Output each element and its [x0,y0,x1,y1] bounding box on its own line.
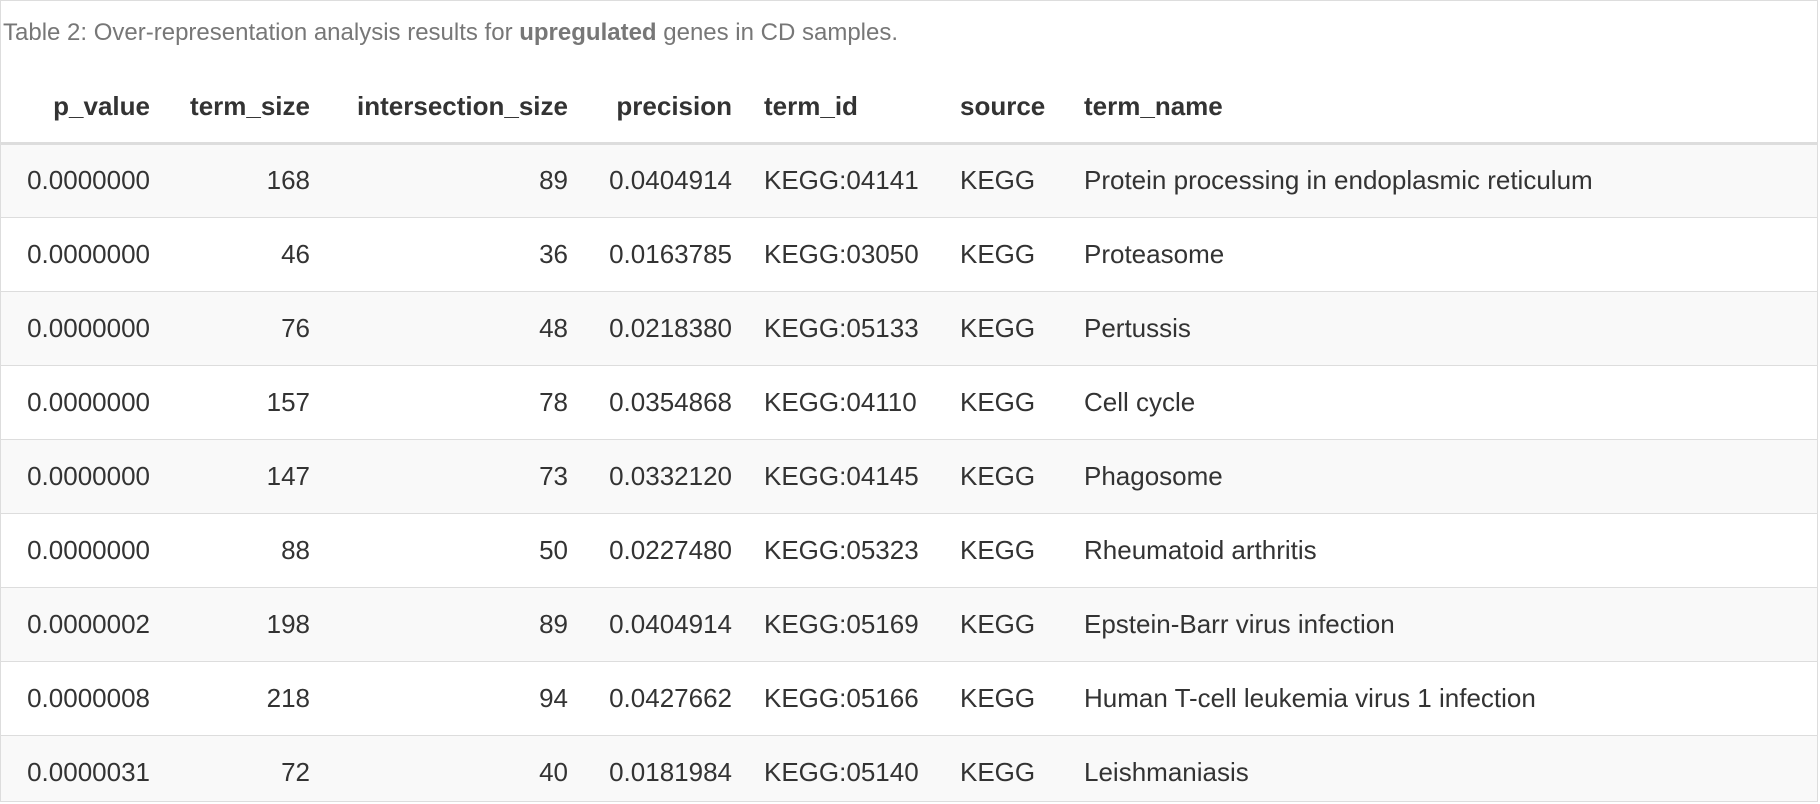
table-row: 0.0000000 88 50 0.0227480 KEGG:05323 KEG… [1,512,1817,587]
cell-source: KEGG [944,734,1068,801]
cell-precision: 0.0427662 [584,660,748,735]
cell-term-id: KEGG:05166 [748,660,944,735]
cell-p-value: 0.0000002 [1,586,166,661]
cell-term-id: KEGG:05323 [748,512,944,587]
cell-intersection-size: 36 [326,216,584,291]
cell-intersection-size: 40 [326,734,584,801]
results-table: p_value term_size intersection_size prec… [1,71,1817,801]
cell-term-id: KEGG:03050 [748,216,944,291]
cell-source: KEGG [944,364,1068,439]
cell-term-size: 46 [166,216,326,291]
cell-source: KEGG [944,216,1068,291]
header-source: source [944,71,1068,145]
header-row: p_value term_size intersection_size prec… [1,71,1817,145]
cell-intersection-size: 50 [326,512,584,587]
cell-term-id: KEGG:04145 [748,438,944,513]
cell-term-name: Leishmaniasis [1068,734,1817,801]
cell-source: KEGG [944,512,1068,587]
cell-term-size: 147 [166,438,326,513]
cell-term-name: Pertussis [1068,290,1817,365]
table-row: 0.0000000 168 89 0.0404914 KEGG:04141 KE… [1,142,1817,217]
cell-term-name: Proteasome [1068,216,1817,291]
cell-intersection-size: 94 [326,660,584,735]
cell-p-value: 0.0000000 [1,364,166,439]
cell-term-size: 72 [166,734,326,801]
cell-term-size: 198 [166,586,326,661]
header-precision: precision [584,71,748,145]
table-row: 0.0000000 76 48 0.0218380 KEGG:05133 KEG… [1,290,1817,365]
cell-source: KEGG [944,438,1068,513]
cell-p-value: 0.0000000 [1,216,166,291]
header-term-name: term_name [1068,71,1817,145]
cell-term-id: KEGG:04110 [748,364,944,439]
header-intersection-size: intersection_size [326,71,584,145]
cell-term-name: Human T-cell leukemia virus 1 infection [1068,660,1817,735]
cell-term-id: KEGG:05140 [748,734,944,801]
cell-term-name: Protein processing in endoplasmic reticu… [1068,142,1817,217]
cell-intersection-size: 89 [326,586,584,661]
cell-source: KEGG [944,660,1068,735]
cell-precision: 0.0218380 [584,290,748,365]
cell-precision: 0.0354868 [584,364,748,439]
cell-precision: 0.0332120 [584,438,748,513]
cell-term-name: Phagosome [1068,438,1817,513]
caption-emphasis: upregulated [519,19,657,46]
table-row: 0.0000000 157 78 0.0354868 KEGG:04110 KE… [1,364,1817,439]
cell-term-size: 168 [166,142,326,217]
cell-p-value: 0.0000000 [1,438,166,513]
cell-intersection-size: 89 [326,142,584,217]
cell-term-size: 218 [166,660,326,735]
cell-term-size: 157 [166,364,326,439]
cell-precision: 0.0163785 [584,216,748,291]
cell-p-value: 0.0000000 [1,290,166,365]
header-p-value: p_value [1,71,166,145]
cell-term-size: 88 [166,512,326,587]
table-caption: Table 2: Over-representation analysis re… [3,19,898,47]
cell-source: KEGG [944,142,1068,217]
cell-term-name: Epstein-Barr virus infection [1068,586,1817,661]
cell-precision: 0.0227480 [584,512,748,587]
table-row: 0.0000000 46 36 0.0163785 KEGG:03050 KEG… [1,216,1817,291]
cell-intersection-size: 48 [326,290,584,365]
cell-p-value: 0.0000000 [1,512,166,587]
cell-intersection-size: 78 [326,364,584,439]
cell-source: KEGG [944,586,1068,661]
cell-term-name: Rheumatoid arthritis [1068,512,1817,587]
cell-p-value: 0.0000008 [1,660,166,735]
cell-source: KEGG [944,290,1068,365]
header-term-size: term_size [166,71,326,145]
table-row: 0.0000000 147 73 0.0332120 KEGG:04145 KE… [1,438,1817,513]
cell-term-name: Cell cycle [1068,364,1817,439]
cell-term-size: 76 [166,290,326,365]
caption-suffix: genes in CD samples. [656,19,899,46]
table-row: 0.0000008 218 94 0.0427662 KEGG:05166 KE… [1,660,1817,735]
cell-p-value: 0.0000031 [1,734,166,801]
header-term-id: term_id [748,71,944,145]
caption-prefix: Table 2: Over-representation analysis re… [3,19,520,46]
cell-term-id: KEGG:04141 [748,142,944,217]
cell-term-id: KEGG:05169 [748,586,944,661]
cell-term-id: KEGG:05133 [748,290,944,365]
cell-precision: 0.0404914 [584,586,748,661]
table-row: 0.0000002 198 89 0.0404914 KEGG:05169 KE… [1,586,1817,661]
cell-precision: 0.0181984 [584,734,748,801]
table-row: 0.0000031 72 40 0.0181984 KEGG:05140 KEG… [1,734,1817,801]
cell-precision: 0.0404914 [584,142,748,217]
cell-intersection-size: 73 [326,438,584,513]
cell-p-value: 0.0000000 [1,142,166,217]
